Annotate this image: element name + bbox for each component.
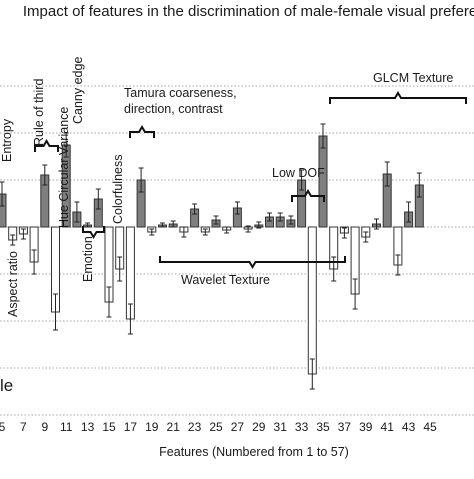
bracket-tamura (129, 125, 155, 138)
x-tick-label: 7 (20, 420, 27, 434)
error-bar-33 (299, 169, 305, 191)
error-bar-12 (74, 201, 80, 223)
group-brackets (34, 91, 467, 269)
annotation-tamura-line1: Tamura coarseness, (124, 86, 237, 100)
annotation-canny-edge: Canny edge (71, 57, 85, 124)
error-bar-41 (384, 161, 390, 187)
annotation-low-dof: Low DOF (272, 166, 325, 180)
x-tick-label: 21 (167, 420, 181, 434)
error-bar-11 (63, 132, 69, 158)
error-bar-29 (256, 221, 262, 229)
error-bar-18 (138, 167, 144, 193)
error-bar-23 (192, 203, 198, 215)
error-bar-34 (309, 358, 315, 390)
x-tick-label: 37 (338, 420, 352, 434)
error-bar-24 (202, 228, 208, 236)
error-bar-8 (31, 249, 37, 275)
error-bar-43 (406, 201, 412, 223)
error-bar-14 (95, 188, 101, 210)
x-tick-label: 25 (209, 420, 223, 434)
annotation-colorfulness: Colorfulness (111, 155, 125, 224)
x-tick-label: 11 (60, 420, 73, 434)
error-bar-42 (395, 254, 401, 276)
error-bar-6 (10, 234, 16, 246)
x-tick-label: 5 (0, 420, 6, 434)
error-bar-35 (320, 123, 326, 149)
error-bar-22 (181, 226, 187, 238)
error-bar-40 (374, 218, 379, 230)
x-tick-label: 27 (231, 420, 245, 434)
error-bar-20 (160, 222, 165, 228)
bar-feature-34 (307, 226, 317, 375)
error-bar-16 (117, 256, 123, 282)
x-tick-label: 45 (423, 420, 437, 434)
x-tick-label: 41 (381, 420, 395, 434)
x-tick-label: 43 (402, 420, 416, 434)
gridlines (0, 85, 474, 416)
error-bar-37 (341, 227, 347, 239)
annotation-rule-of-third: Rule of third (32, 79, 46, 146)
error-bar-21 (170, 220, 176, 228)
x-tick-label: 35 (316, 420, 330, 434)
x-tick-label: 19 (145, 420, 159, 434)
error-bar-28 (245, 225, 251, 233)
error-bar-7 (20, 228, 26, 240)
chart-title: Impact of features in the discrimination… (23, 3, 474, 20)
bracket-rule-of-third (34, 139, 59, 152)
error-bars (0, 123, 422, 390)
x-tick-label: 15 (102, 420, 116, 434)
error-bar-10 (53, 293, 58, 331)
x-tick-label: 29 (252, 420, 266, 434)
annotation-wavelet-texture: Wavelet Texture (181, 273, 270, 287)
annotations: Entropy Rule of third Hue Circular Varia… (0, 57, 453, 317)
bracket-emotion (82, 226, 105, 239)
annotation-emotion: Emotion (81, 236, 95, 282)
bracket-wavelet (159, 256, 346, 269)
error-bar-25 (213, 215, 219, 225)
error-bar-5 (0, 181, 5, 207)
error-bar-19 (149, 228, 155, 236)
x-tick-labels: 5 7 9 11 13 15 17 19 21 23 25 27 29 31 33 35 37 39 41 43 45 (0, 420, 437, 434)
x-tick-label: 13 (81, 420, 95, 434)
error-bar-26 (224, 226, 230, 234)
error-bar-27 (234, 201, 240, 215)
error-bar-17 (127, 303, 133, 335)
x-tick-label: 9 (41, 420, 48, 434)
corner-text: le (0, 376, 13, 395)
x-tick-label: 17 (124, 420, 138, 434)
bracket-glcm (329, 91, 467, 104)
error-bar-31 (277, 212, 283, 222)
annotation-tamura-line2: direction, contrast (124, 102, 223, 116)
bracket-low-dof (291, 189, 325, 202)
x-axis-label: Features (Numbered from 1 to 57) (159, 445, 349, 459)
error-bar-32 (288, 215, 294, 225)
x-tick-label: 23 (188, 420, 202, 434)
x-tick-label: 39 (359, 420, 373, 434)
bar-feature-35 (318, 135, 328, 228)
bars (0, 135, 424, 375)
x-tick-label: 33 (295, 420, 309, 434)
error-bar-38 (352, 278, 358, 310)
error-bar-39 (363, 231, 369, 243)
annotation-aspect-ratio: Aspect ratio (6, 251, 20, 317)
x-tick-label: 31 (274, 420, 288, 434)
error-bar-30 (267, 212, 272, 222)
annotation-entropy: Entropy (0, 118, 14, 162)
error-bar-9 (42, 164, 48, 186)
error-bar-13 (85, 222, 91, 228)
error-bar-44 (416, 172, 422, 198)
annotation-hue-circular-variance: Hue Circular Variance (57, 107, 71, 228)
annotation-glcm-texture: GLCM Texture (373, 71, 453, 85)
error-bar-15 (106, 286, 112, 318)
bar-feature-5 (0, 193, 7, 228)
